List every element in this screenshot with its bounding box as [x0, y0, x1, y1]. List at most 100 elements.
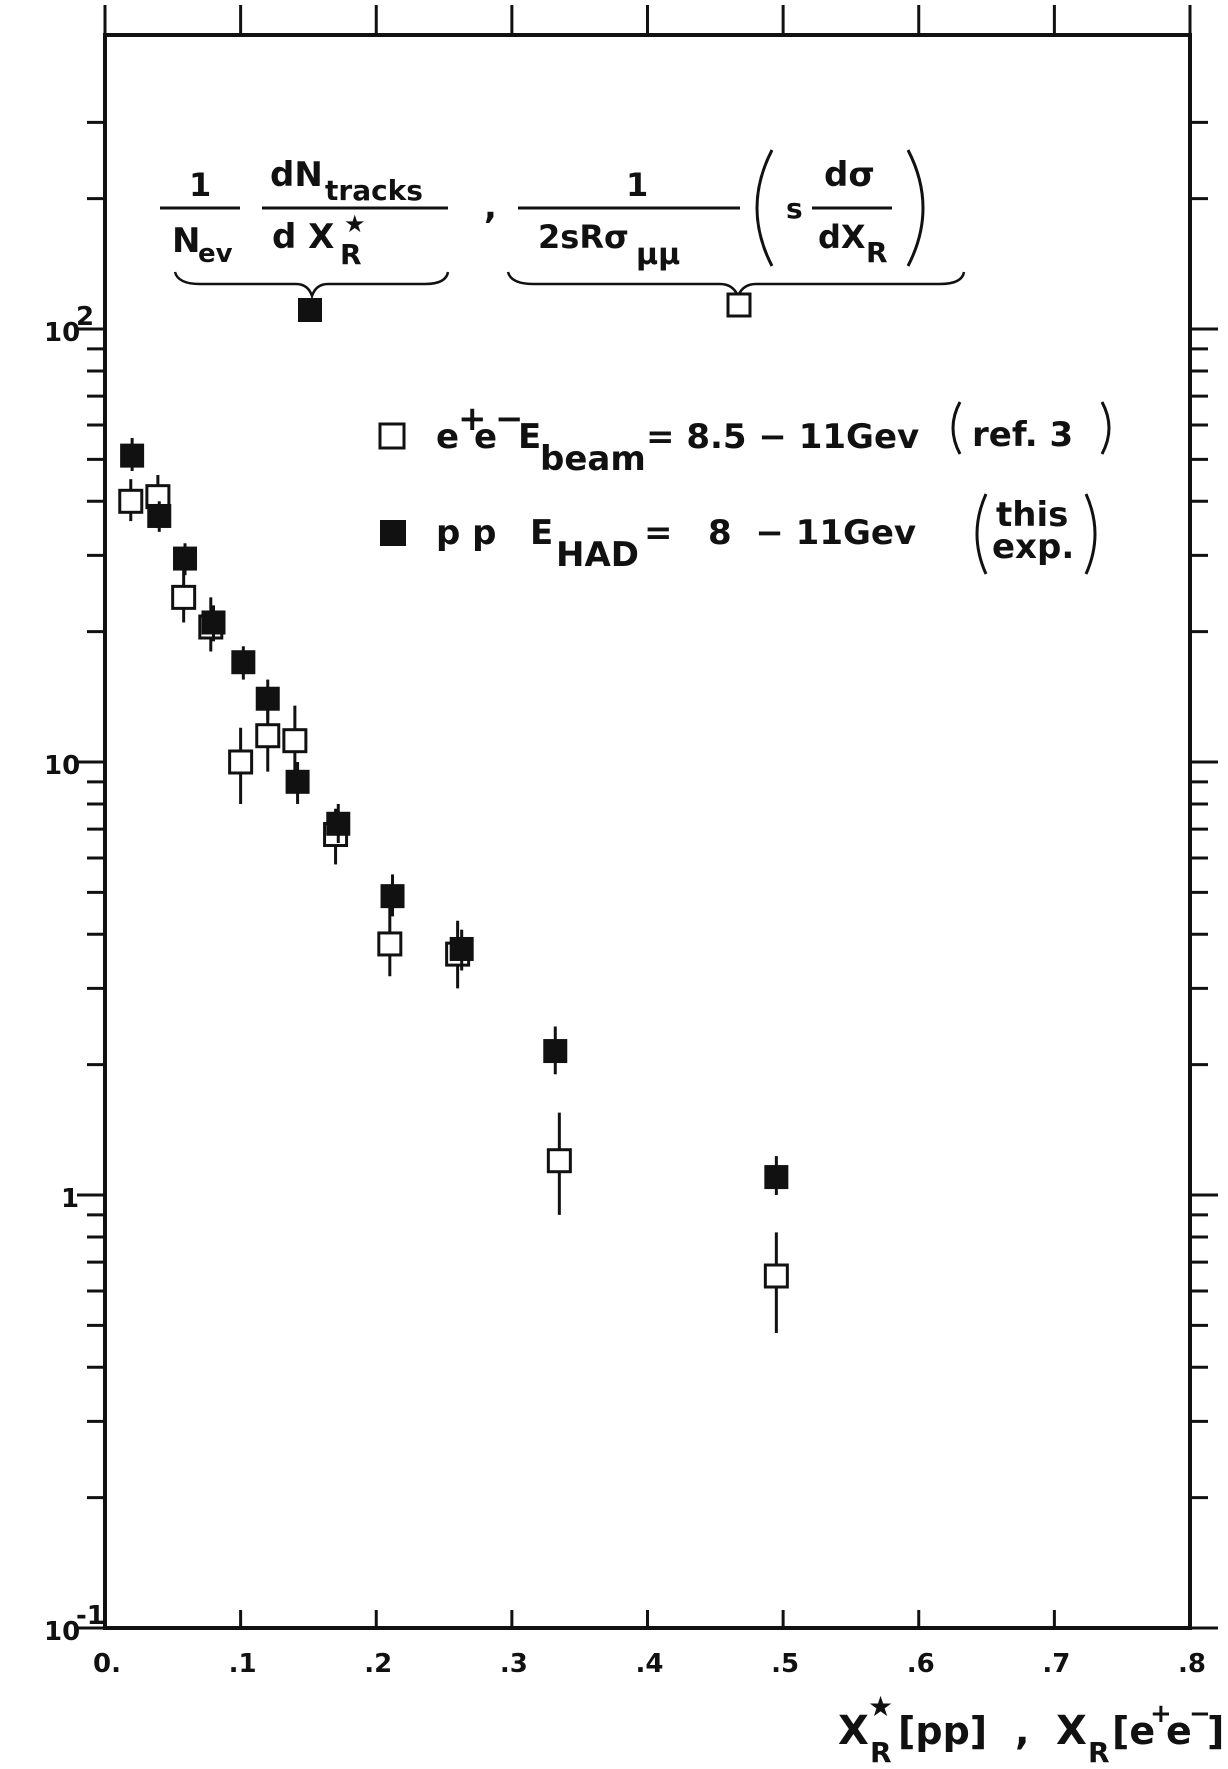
- data-point-filled: [120, 443, 145, 468]
- data-point-open: [282, 728, 308, 754]
- x-tick-label: .3: [500, 1649, 528, 1679]
- legend-energy-sub-2: HAD: [556, 535, 639, 575]
- data-point-open: [228, 749, 254, 775]
- legend-note-1: ref. 3: [972, 415, 1073, 455]
- y-tick-label: 10: [44, 318, 80, 348]
- data-point-filled: [173, 546, 198, 571]
- x-axis-label: X R ★ [pp] , X R [e + e − ]: [838, 1690, 1224, 1769]
- y-axis-ticks: [77, 120, 1218, 1630]
- brace-left: [173, 271, 450, 300]
- legend-paren-close-2: [1084, 493, 1097, 575]
- legend-paren-open-1: [951, 401, 962, 455]
- legend-e-sup2: −: [495, 399, 524, 439]
- formula-right-num2: dσ: [824, 155, 875, 195]
- legend-filled-square-icon: [380, 520, 406, 546]
- x-tick-label: .2: [364, 1649, 392, 1679]
- x-label-comma: ,: [1015, 1709, 1029, 1753]
- data-point-filled: [201, 610, 226, 635]
- x-axis-ticks: [103, 5, 1192, 1628]
- formula-right-den1-sub: μμ: [636, 237, 680, 272]
- formula-comma: ,: [484, 187, 497, 227]
- formula-left-num1: 1: [189, 166, 211, 204]
- data-point-open: [118, 488, 144, 514]
- data-point-filled: [231, 650, 256, 675]
- x-label-bracket2-close: ]: [1207, 1709, 1224, 1753]
- legend-energy-1: E: [518, 417, 541, 457]
- plot-frame: [103, 33, 1192, 1630]
- legend-particles-2: p p: [436, 513, 497, 553]
- y-tick-label-exponent: 2: [76, 302, 94, 332]
- legend-e-sup1: +: [458, 399, 487, 439]
- x-label-plus: +: [1150, 1699, 1172, 1729]
- legend-open-square-icon: [378, 422, 406, 450]
- y-tick-label: 1: [61, 1184, 79, 1214]
- legend-e-1: e: [436, 417, 459, 457]
- legend-equation-2: = 8 − 11Gev: [644, 513, 916, 553]
- x-label-sub2: R: [1088, 1736, 1110, 1769]
- data-point-open: [255, 723, 281, 749]
- x-label-minus: −: [1189, 1699, 1211, 1729]
- x-label-x1: X: [838, 1708, 869, 1754]
- formula-right-num1: 1: [626, 166, 648, 204]
- data-point-filled: [449, 936, 474, 961]
- x-label-sup1: ★: [868, 1690, 893, 1723]
- formula-left-den2: d X: [272, 217, 334, 257]
- x-label-bracket2-open: [e: [1112, 1709, 1155, 1753]
- x-tick-label: 0.: [93, 1649, 121, 1679]
- data-point-open: [171, 584, 197, 610]
- formula-left-den1-sub: ev: [198, 239, 233, 269]
- x-tick-label: .5: [771, 1649, 799, 1679]
- x-axis-tick-labels: 0. .1 .2 .3 .4 .5 .6 .7 .8: [93, 1649, 1206, 1679]
- y-axis-formula: 1 N ev dN tracks d X R ★ , 1 2sRσ μμ s d…: [160, 149, 966, 322]
- legend: e + e − E beam = 8.5 − 11Gev ref. 3 p p …: [378, 399, 1111, 575]
- formula-right-paren-close: [906, 149, 925, 267]
- y-tick-label-exponent: -1: [76, 1601, 105, 1631]
- series-filled-squares: [120, 438, 789, 1195]
- data-point-filled: [543, 1039, 568, 1064]
- formula-left-num2: dN: [270, 155, 323, 195]
- data-point-filled: [255, 686, 280, 711]
- x-tick-label: .1: [229, 1649, 257, 1679]
- data-point-filled: [147, 503, 172, 528]
- data-point-filled: [326, 811, 351, 836]
- formula-right-paren-open: [755, 149, 774, 267]
- brace-right: [506, 271, 966, 300]
- y-tick-label: 10: [44, 1617, 80, 1647]
- data-point-filled: [764, 1165, 789, 1190]
- formula-left-den1: N: [172, 221, 200, 261]
- data-point-filled: [285, 769, 310, 794]
- x-tick-label: .6: [907, 1649, 935, 1679]
- brace-left-marker: [298, 298, 322, 322]
- formula-left-den2-sup: ★: [344, 210, 366, 238]
- legend-energy-sub-1: beam: [540, 439, 646, 479]
- x-label-bracket1: [pp]: [898, 1709, 987, 1753]
- x-tick-label: .4: [636, 1649, 664, 1679]
- formula-right-den2: dX: [818, 218, 866, 256]
- x-label-x2: X: [1056, 1708, 1087, 1754]
- formula-left-num2-sub: tracks: [325, 174, 423, 207]
- legend-paren-close-1: [1100, 401, 1111, 455]
- formula-right-den1: 2sRσ: [538, 218, 629, 256]
- data-point-filled: [380, 884, 405, 909]
- legend-e-2: e: [474, 417, 497, 457]
- legend-note-2-line2: exp.: [992, 527, 1074, 567]
- legend-energy-2: E: [530, 513, 553, 553]
- series-open-squares: [118, 475, 789, 1334]
- formula-right-prefix: s: [786, 192, 803, 225]
- data-point-open: [763, 1263, 789, 1289]
- brace-right-marker: [726, 292, 752, 318]
- formula-left-den2-sub: R: [340, 238, 362, 271]
- x-tick-label: .7: [1042, 1649, 1070, 1679]
- y-tick-label: 10: [44, 751, 80, 781]
- x-label-e2: e: [1166, 1709, 1192, 1753]
- data-point-open: [546, 1148, 572, 1174]
- legend-paren-open-2: [975, 493, 988, 575]
- legend-equation-1: = 8.5 − 11Gev: [646, 417, 919, 457]
- data-point-open: [377, 931, 403, 957]
- x-tick-label: .8: [1178, 1649, 1206, 1679]
- formula-right-den2-sub: R: [866, 236, 888, 269]
- legend-note-2-line1: this: [996, 495, 1068, 535]
- x-label-sub1: R: [870, 1736, 892, 1769]
